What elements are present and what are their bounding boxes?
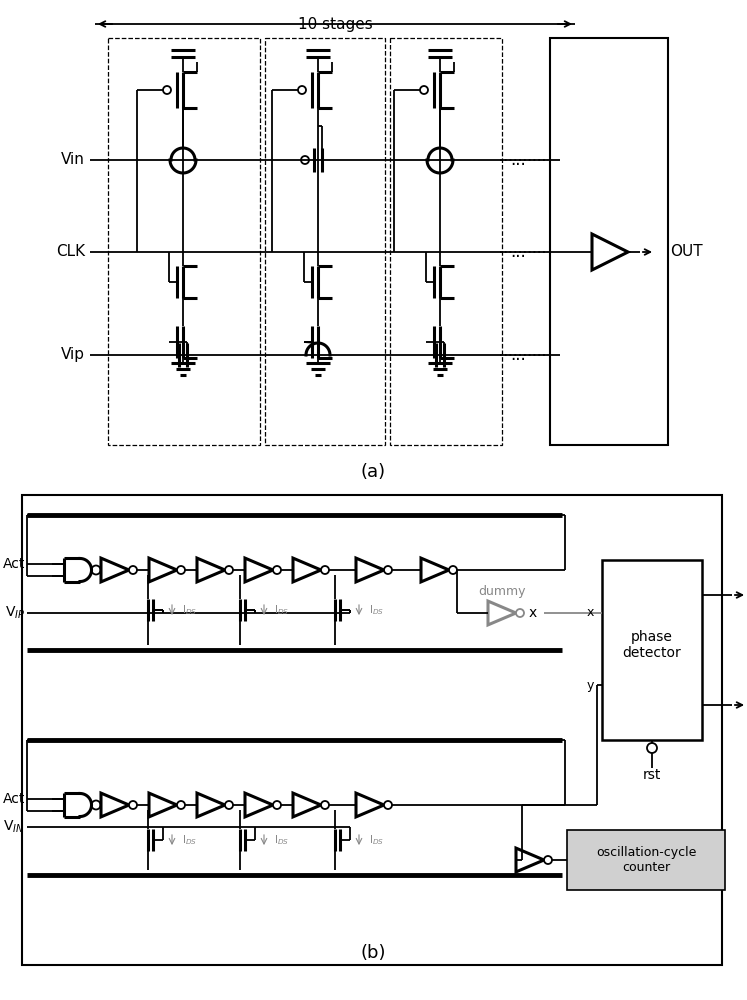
Text: (a): (a) (361, 463, 385, 481)
Text: phase
detector: phase detector (623, 630, 681, 660)
Circle shape (273, 566, 281, 574)
Polygon shape (592, 234, 628, 270)
Polygon shape (293, 793, 321, 817)
Polygon shape (293, 558, 321, 582)
Polygon shape (488, 601, 516, 625)
Polygon shape (421, 558, 449, 582)
Circle shape (420, 86, 428, 94)
Text: V$_{IP}$: V$_{IP}$ (4, 605, 25, 621)
Circle shape (92, 566, 101, 574)
Bar (265, 38, 385, 445)
Text: I$_{DS}$: I$_{DS}$ (182, 833, 197, 847)
Circle shape (321, 566, 329, 574)
Circle shape (647, 743, 657, 753)
Circle shape (225, 801, 233, 809)
Text: OUT: OUT (670, 244, 703, 259)
Circle shape (544, 856, 552, 864)
Circle shape (298, 86, 306, 94)
Bar (390, 38, 502, 445)
Text: 10 stages: 10 stages (297, 16, 372, 31)
Text: Vin: Vin (61, 152, 85, 167)
Circle shape (321, 801, 329, 809)
Text: x: x (586, 606, 594, 619)
Text: I$_{DS}$: I$_{DS}$ (274, 833, 289, 847)
Circle shape (301, 156, 309, 164)
Text: y: y (586, 678, 594, 692)
Circle shape (177, 801, 185, 809)
Text: (b): (b) (360, 944, 385, 962)
Text: I$_{DS}$: I$_{DS}$ (182, 603, 197, 617)
Circle shape (449, 566, 457, 574)
Circle shape (384, 566, 392, 574)
Bar (108, 38, 260, 445)
Bar (550, 38, 668, 445)
Circle shape (177, 566, 185, 574)
Text: Act: Act (3, 557, 25, 571)
Circle shape (129, 801, 137, 809)
Polygon shape (197, 793, 225, 817)
Text: I$_{DS}$: I$_{DS}$ (369, 603, 384, 617)
Circle shape (129, 566, 137, 574)
Text: I$_{DS}$: I$_{DS}$ (274, 603, 289, 617)
Text: dummy: dummy (478, 584, 526, 597)
Text: ...: ... (510, 151, 526, 169)
Text: ...: ... (510, 346, 526, 364)
Polygon shape (149, 558, 177, 582)
Polygon shape (356, 793, 384, 817)
Text: I$_{DS}$: I$_{DS}$ (369, 833, 384, 847)
Text: x: x (529, 606, 537, 620)
Text: V$_{IN}$: V$_{IN}$ (4, 819, 25, 835)
Text: CLK: CLK (56, 244, 85, 259)
Bar (22, 495, 722, 965)
Polygon shape (101, 558, 129, 582)
Polygon shape (101, 793, 129, 817)
Bar (602, 560, 702, 740)
Text: oscillation-cycle
counter: oscillation-cycle counter (596, 846, 696, 874)
Circle shape (516, 609, 524, 617)
Circle shape (163, 86, 171, 94)
Circle shape (384, 801, 392, 809)
Text: Vip: Vip (61, 348, 85, 362)
Text: ...: ... (510, 243, 526, 261)
Polygon shape (197, 558, 225, 582)
Text: rst: rst (643, 768, 661, 782)
Circle shape (92, 800, 101, 810)
Circle shape (225, 566, 233, 574)
Polygon shape (149, 793, 177, 817)
Polygon shape (245, 558, 273, 582)
Circle shape (273, 801, 281, 809)
Bar (567, 830, 725, 890)
Polygon shape (516, 848, 544, 872)
Text: Act: Act (3, 792, 25, 806)
Polygon shape (356, 558, 384, 582)
Polygon shape (245, 793, 273, 817)
